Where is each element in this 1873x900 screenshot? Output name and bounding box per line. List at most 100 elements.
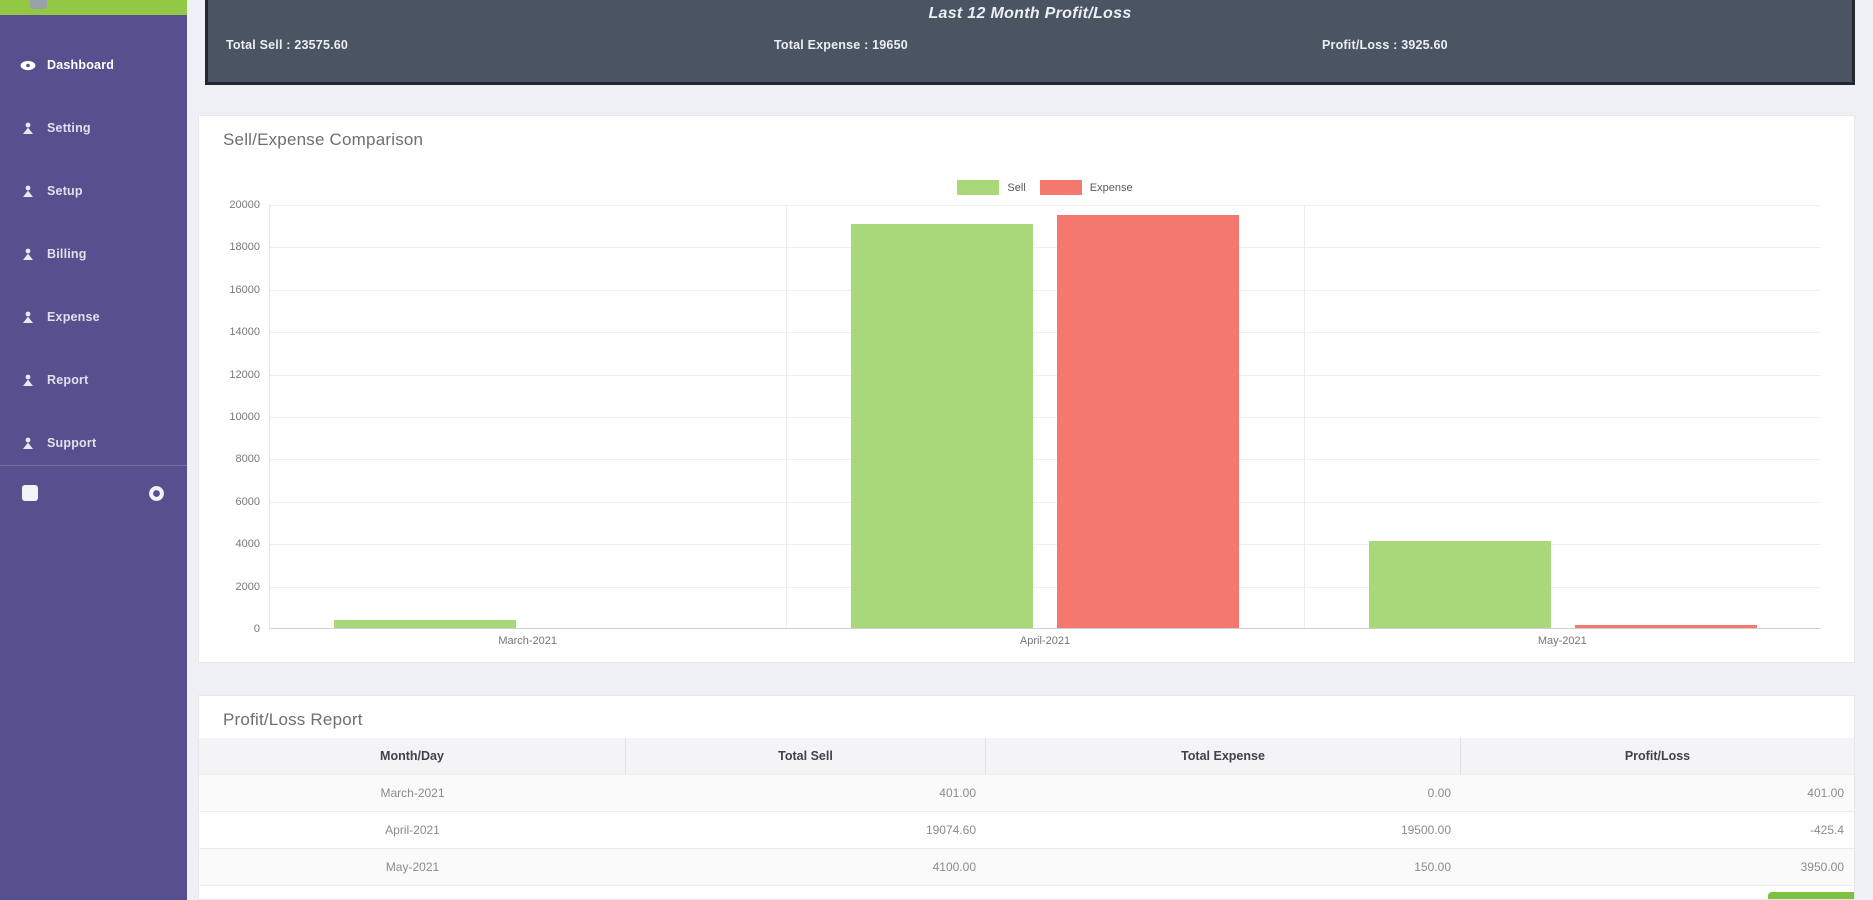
y-axis-tick-label: 2000	[235, 580, 260, 593]
table-cell: 19500.00	[1400, 823, 1451, 837]
x-axis-label: April-2021	[1019, 635, 1071, 647]
chart-legend: Sell Expense	[269, 180, 1821, 195]
table-body: March-2021 401.00 0.00 401.00 April-2021 1907…	[199, 775, 1854, 886]
y-axis-tick-label: 14000	[229, 326, 260, 339]
sidebar-item-label: Report	[47, 373, 89, 387]
gridline	[270, 417, 1821, 418]
category-may-2021	[1303, 205, 1821, 628]
sidebar-divider	[0, 465, 187, 466]
user-icon	[20, 247, 36, 261]
table-row: March-2021 401.00 0.00 401.00	[199, 775, 1854, 812]
table-title: Profit/Loss Report	[223, 710, 363, 729]
table-cell: April-2021	[385, 823, 440, 837]
summary-title: Last 12 Month Profit/Loss	[928, 5, 1132, 22]
sidebar-item-label: Setting	[47, 121, 91, 135]
table-cell: 19074.60	[925, 823, 976, 837]
summary-stats-row: Total Sell : 23575.60 Total Expense : 196…	[208, 38, 1852, 52]
chart-title: Sell/Expense Comparison	[223, 130, 424, 149]
column-header-profit-loss: Profit/Loss	[1624, 749, 1691, 763]
table-cell: March-2021	[380, 786, 445, 800]
sidebar-top-strip	[0, 0, 187, 15]
legend-item-sell[interactable]: Sell	[957, 180, 1026, 195]
x-axis-label: March-2021	[498, 635, 558, 647]
sidebar: Dashboard Setting Setup Billing Expense Repor…	[0, 0, 187, 900]
sidebar-item-report[interactable]: Report	[0, 352, 187, 408]
sidebar-item-label: Support	[47, 436, 97, 450]
profit-loss-table: Month/Day Total Sell Total Expense Profit/L…	[199, 738, 1854, 886]
user-icon	[20, 310, 36, 324]
sidebar-item-billing[interactable]: Billing	[0, 226, 187, 282]
y-axis-tick-label: 16000	[229, 283, 260, 296]
category-march-2021	[270, 205, 786, 628]
summary-stat-total-expense: Total Expense : 19650	[774, 38, 908, 52]
table-action-button[interactable]	[1768, 892, 1854, 899]
table-cell: 401.00	[939, 786, 976, 800]
bar-sell-may-2021	[1368, 541, 1551, 628]
y-axis-tick-label: 20000	[229, 199, 260, 211]
table-cell: 150.00	[1414, 860, 1451, 874]
sidebar-top-tab	[30, 0, 47, 9]
bar-sell-march-2021	[334, 619, 517, 628]
legend-swatch-sell	[957, 180, 1000, 195]
bar-expense-may-2021	[1574, 624, 1757, 628]
legend-label: Sell	[1007, 181, 1026, 194]
x-axis-labels: March-2021 April-2021 May-2021	[269, 635, 1821, 647]
y-axis-tick-label: 8000	[235, 453, 260, 466]
y-axis-tick-label: 0	[253, 623, 260, 635]
sidebar-item-support[interactable]: Support	[0, 415, 187, 471]
table-header-row: Month/Day Total Sell Total Expense Profit/L…	[199, 738, 1854, 775]
y-axis-tick-label: 6000	[235, 495, 260, 508]
table-cell: 3950.00	[1800, 860, 1844, 874]
gridline	[270, 459, 1821, 461]
y-axis-tick-label: 10000	[229, 411, 260, 423]
user-icon	[20, 121, 36, 135]
gridline	[270, 501, 1821, 503]
sidebar-item-label: Setup	[47, 184, 83, 198]
column-header-month-day: Month/Day	[199, 738, 626, 774]
legend-label: Expense	[1089, 181, 1133, 194]
user-icon	[20, 373, 36, 387]
chart-categories	[270, 205, 1821, 628]
sidebar-menu: Dashboard Setting Setup Billing Expense Repor…	[0, 15, 187, 471]
gridline	[270, 586, 1821, 588]
eye-icon	[20, 58, 36, 72]
sidebar-item-setup[interactable]: Setup	[0, 163, 187, 219]
y-axis-tick-label: 12000	[229, 368, 260, 381]
sidebar-item-label: Billing	[47, 247, 87, 261]
table-cell: 0.00	[1427, 786, 1451, 800]
sidebar-item-label: Expense	[47, 310, 100, 324]
gridline	[270, 332, 1821, 334]
sell-expense-chart-card: Sell/Expense Comparison Sell Expense 0 200…	[198, 115, 1855, 663]
gridline	[270, 247, 1821, 249]
bar-sell-april-2021	[851, 223, 1034, 628]
sidebar-item-expense[interactable]: Expense	[0, 289, 187, 345]
menu-square-icon[interactable]	[22, 485, 38, 501]
summary-stat-profit-loss: Profit/Loss : 3925.60	[1322, 38, 1448, 52]
column-header-total-sell: Total Sell	[626, 738, 986, 774]
bar-expense-april-2021	[1057, 214, 1240, 628]
bar-chart-plot-area: 0 2000 4000 6000 8000 10000 12000 14000 16000 180…	[229, 199, 1821, 635]
profit-loss-summary-header: Last 12 Month Profit/Loss Total Sell : 2…	[205, 0, 1855, 85]
summary-stat-total-sell: Total Sell : 23575.60	[226, 38, 349, 52]
sidebar-item-label: Dashboard	[47, 58, 115, 72]
sidebar-bottom-bar	[0, 474, 187, 512]
x-axis-label: May-2021	[1537, 635, 1587, 647]
table-cell: 4100.00	[932, 860, 976, 874]
column-header-total-expense: Total Expense	[986, 738, 1461, 774]
y-axis-tick-label: 4000	[235, 538, 260, 551]
table-cell: May-2021	[385, 860, 440, 874]
gridline	[270, 289, 1821, 291]
user-icon	[20, 184, 36, 198]
profit-loss-report-card: Profit/Loss Report Month/Day Total Sell To…	[198, 695, 1855, 900]
gear-icon[interactable]	[148, 485, 165, 502]
legend-item-expense[interactable]: Expense	[1039, 180, 1133, 195]
gridline	[270, 544, 1821, 546]
category-april-2021	[786, 205, 1303, 628]
sidebar-item-setting[interactable]: Setting	[0, 100, 187, 156]
table-row: May-2021 4100.00 150.00 3950.00	[199, 849, 1854, 886]
user-icon	[20, 436, 36, 450]
sidebar-item-dashboard[interactable]: Dashboard	[0, 37, 187, 93]
y-axis-tick-label: 18000	[229, 241, 260, 254]
table-cell: -425.4	[1809, 823, 1844, 837]
gridline	[270, 205, 1821, 206]
